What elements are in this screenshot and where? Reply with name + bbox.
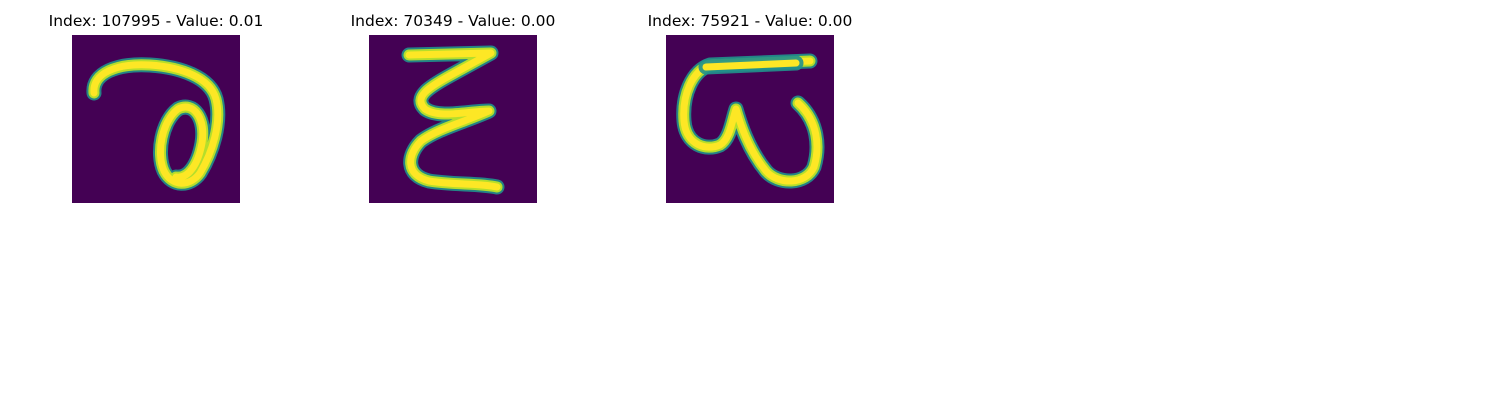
panel-3: Index: 75921 - Value: 0.00	[630, 10, 870, 210]
glyph-stroke-core-2	[702, 59, 800, 71]
glyph-strokes	[86, 57, 226, 191]
character-image	[369, 35, 537, 203]
panel-title: Index: 70349 - Value: 0.00	[350, 12, 556, 30]
panel-title: Index: 107995 - Value: 0.01	[48, 12, 264, 30]
panel-1: Index: 107995 - Value: 0.01	[36, 10, 276, 210]
glyph-stroke-core	[405, 49, 501, 191]
glyph-strokes	[401, 45, 505, 195]
character-image	[72, 35, 240, 203]
panel-title: Index: 75921 - Value: 0.00	[647, 12, 853, 30]
glyph-stroke-core-1	[680, 57, 821, 185]
panel-2: Index: 70349 - Value: 0.00	[333, 10, 573, 210]
glyph-stroke-core	[90, 61, 222, 187]
glyph-strokes	[676, 53, 825, 189]
character-image	[666, 35, 834, 203]
